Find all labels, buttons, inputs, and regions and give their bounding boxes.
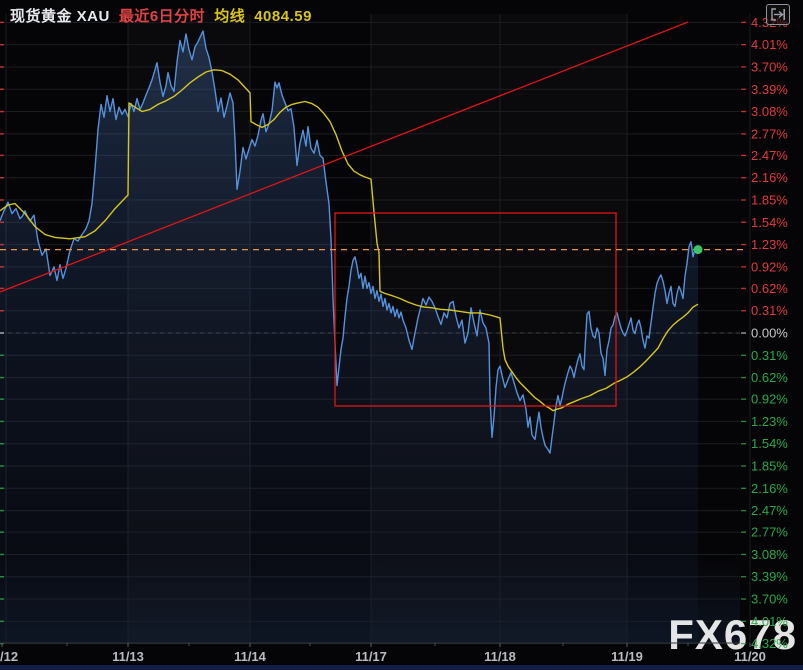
y-axis-label: 1.23% [751,414,788,429]
trend-line-annotation[interactable] [0,21,689,293]
y-axis-label: 3.39% [751,569,788,584]
y-axis-label: 0.00% [751,326,788,341]
bottom-border-strip [0,665,803,670]
x-axis-label: 11/19 [611,649,643,664]
y-axis-label: 3.70% [751,59,788,74]
pop-out-icon [771,8,785,21]
y-axis-label: 0.62% [751,370,788,385]
y-axis-label: 1.23% [751,237,788,252]
symbol-title: 现货黄金 XAU [10,8,110,25]
watermark: FX678 [668,611,797,658]
y-axis-label: 0.92% [751,392,788,407]
y-axis-label: 3.70% [751,592,788,607]
title-bar: 现货黄金 XAU 最近6日分时 均线 4084.59 [10,5,312,26]
x-axis-label: /12 [0,649,18,664]
x-axis-label: 11/18 [484,649,516,664]
y-axis-label: 0.31% [751,348,788,363]
price-line [0,30,699,454]
x-axis-label: 11/14 [234,649,267,664]
y-axis-label: 0.31% [751,303,788,318]
price-area-fill [0,31,698,643]
y-axis-label: 0.62% [751,281,788,296]
y-axis-label: 2.77% [751,525,788,540]
y-axis-label: 4.32% [751,636,788,651]
x-axis-label: 11/17 [355,649,387,664]
x-axis-label: 11/13 [112,649,144,664]
y-axis-label: 4.01% [751,37,788,52]
y-axis-label: 2.47% [751,148,788,163]
y-axis-label: 2.47% [751,503,788,518]
y-axis-label: 1.85% [751,459,788,474]
y-axis-label: 0.92% [751,259,788,274]
x-axis-label: 11/20 [734,649,766,664]
rectangle-annotation[interactable] [334,212,617,407]
ma-legend-label: 均线 [214,8,246,25]
period-label: 最近6日分时 [118,8,206,25]
y-axis-label: 3.08% [751,104,788,119]
ma-value: 4084.59 [254,8,312,25]
y-axis-label: 1.85% [751,192,788,207]
y-axis-label: 3.08% [751,547,788,562]
ma-line [0,69,699,412]
y-axis-label: 3.39% [751,82,788,97]
y-axis-label: 2.77% [751,126,788,141]
pop-out-button[interactable] [766,4,790,25]
y-axis-label: 1.54% [751,436,788,451]
y-axis-label: 2.16% [751,170,788,185]
y-axis-label: 1.54% [751,215,788,230]
y-axis-label: 2.16% [751,481,788,496]
y-axis-label: 4.01% [751,614,788,629]
current-price-marker [693,245,703,255]
